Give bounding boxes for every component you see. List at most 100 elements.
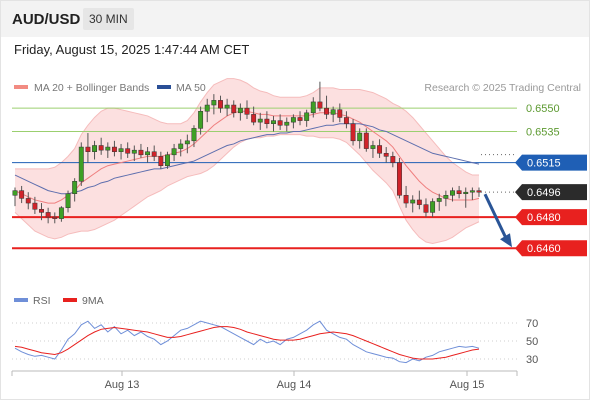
candle-body (58, 207, 64, 219)
ma50-line (14, 123, 480, 195)
candle-body (324, 107, 329, 115)
legend-9ma-label: 9MA (82, 295, 104, 307)
candle-body (383, 153, 389, 157)
rsi-tick-label-1: 50 (526, 336, 538, 348)
candle-body (443, 195, 449, 199)
candle-body (304, 112, 310, 121)
candle-body (330, 109, 336, 115)
legend-bollinger-label: MA 20 + Bollinger Bands (34, 82, 149, 94)
candle-body (224, 104, 230, 109)
candle-body (403, 195, 409, 204)
candle-body (264, 118, 270, 124)
candle-body (65, 193, 71, 208)
candle-body (138, 149, 144, 156)
candle-body (310, 101, 316, 114)
level-label-0: 0.6550 (526, 103, 560, 115)
level-tag-3 (515, 209, 587, 226)
candle-body (25, 198, 31, 204)
candle-body (317, 101, 323, 109)
candle-body (145, 151, 151, 156)
candle-body (410, 199, 416, 204)
candle-body (218, 100, 223, 109)
candle-body (184, 140, 190, 145)
timeframe-button[interactable]: 30 MIN (83, 8, 134, 30)
candle-body (171, 148, 177, 156)
candle-body (178, 143, 184, 149)
candle-body (456, 190, 462, 194)
level-tag-label-4: 0.6460 (527, 243, 561, 255)
header-bar: AUD/USD 30 MIN (1, 1, 589, 37)
candle-body (370, 145, 376, 149)
x-tick-label-1: Aug 14 (277, 379, 312, 391)
candle-body (476, 190, 482, 193)
candle-body (469, 190, 475, 193)
candle-body (436, 198, 442, 202)
last-price-tag (515, 184, 587, 201)
candle-body (198, 111, 204, 129)
rsi-ma9-line (14, 326, 480, 360)
candle-body (271, 120, 276, 124)
rsi-line (14, 320, 480, 364)
candle-body (337, 109, 343, 118)
candle-body (463, 191, 469, 194)
rsi-panel: 70 50 30 (12, 318, 538, 366)
candle-body (363, 132, 369, 149)
forecast-arrow (483, 193, 512, 248)
candle-body (72, 181, 78, 194)
candle-body (450, 190, 455, 196)
candle-body (165, 154, 170, 166)
credit-text: Research © 2025 Trading Central (424, 82, 581, 94)
candle-body (290, 117, 296, 123)
price-levels: 0.6550 0.6535 (12, 103, 560, 250)
legend-ma50-label: MA 50 (176, 82, 206, 94)
candle-body (237, 107, 243, 114)
level-tag-label-2: 0.6515 (527, 158, 561, 170)
legend-9ma-swatch (63, 298, 77, 302)
candle-body (52, 216, 58, 219)
candle-body (111, 146, 117, 152)
candle-body (19, 190, 25, 199)
candle-body (416, 199, 422, 205)
candle-body (78, 146, 84, 182)
candle-body (98, 145, 104, 151)
level-tag-4 (515, 240, 587, 257)
chart-datetime: Friday, August 15, 2025 1:47:44 AM CET (14, 42, 250, 57)
legend-rsi-label: RSI (33, 295, 51, 307)
symbol-label: AUD/USD (12, 11, 81, 28)
x-tick-label-2: Aug 15 (450, 379, 485, 391)
legend-ma50-swatch (157, 85, 171, 89)
candle-body (377, 145, 383, 154)
candle-body (12, 190, 18, 196)
candle-body (277, 120, 283, 126)
candle-body (105, 146, 111, 151)
candle-body (397, 162, 402, 196)
candle-body (343, 117, 349, 124)
candle-body (231, 104, 237, 114)
candle-body (32, 202, 38, 210)
candle-body (45, 212, 51, 218)
level-label-1: 0.6535 (526, 126, 560, 138)
rsi-tick-label-2: 30 (526, 354, 538, 366)
candle-body (423, 204, 429, 213)
candles (12, 81, 482, 224)
candle-body (39, 209, 44, 213)
candle-body (284, 121, 290, 126)
candle-body (204, 104, 210, 112)
candle-body (131, 149, 137, 154)
x-tick-label-0: Aug 13 (105, 379, 140, 391)
candle-body (251, 114, 257, 123)
candle-body (191, 128, 197, 142)
candle-body (350, 123, 356, 142)
legend-bollinger-swatch (14, 85, 28, 89)
bollinger-band-area (15, 78, 479, 244)
level-tag-2 (515, 154, 587, 171)
candle-body (151, 151, 157, 157)
candle-body (244, 107, 250, 115)
candle-body (85, 146, 91, 152)
candle-body (211, 100, 217, 106)
candle-body (92, 145, 97, 152)
legend-rsi-swatch (14, 298, 28, 302)
candle-body (357, 132, 363, 142)
